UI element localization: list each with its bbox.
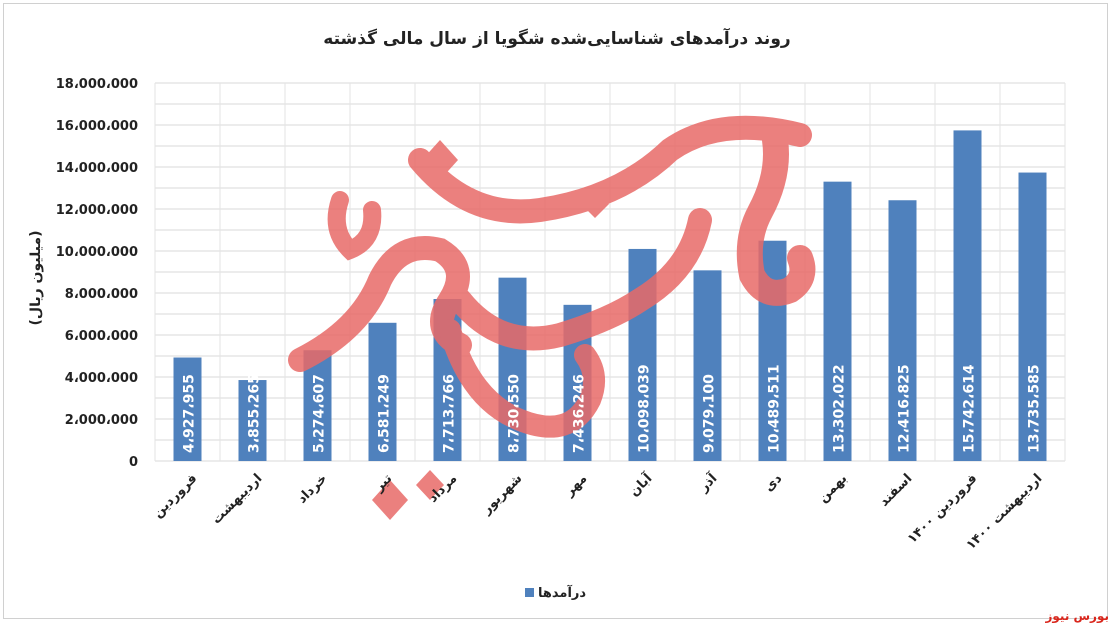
y-tick-label: 4،000،000: [65, 371, 138, 386]
bar: [173, 357, 202, 461]
y-tick-label: 0: [129, 455, 138, 470]
x-tick-labels: فروردین اردیبهشت خرداد تیر مرداد شهریور مهر آبا…: [151, 469, 1046, 553]
data-label: 12،416،825: [897, 364, 913, 453]
data-label: 13،302،022: [832, 364, 848, 453]
watermark-logo: [288, 115, 816, 520]
bar: [823, 181, 852, 461]
x-tick-label: مهر: [562, 471, 591, 500]
grid-lines: [154, 82, 1066, 462]
bar: [888, 200, 917, 461]
data-label: 3،855،265: [247, 374, 263, 453]
bar: [1018, 172, 1047, 461]
x-tick-label: فروردین ۱۴۰۰: [905, 471, 980, 546]
x-tick-label: اردیبهشت: [209, 471, 265, 527]
source-label: بورس نیوز: [1045, 609, 1109, 623]
bar: [238, 380, 267, 461]
y-tick-label: 14،000،000: [56, 161, 138, 176]
data-label: 10،098،039: [637, 364, 653, 453]
legend: درآمدها: [525, 584, 586, 601]
y-axis-label: (میلیون ریال): [28, 231, 44, 326]
data-label: 5،274،607: [312, 374, 328, 453]
data-label: 7،436،246: [572, 374, 588, 453]
x-tick-label: شهریور: [479, 471, 526, 518]
x-tick-label: خرداد: [295, 471, 331, 507]
chart-title: روند درآمدهای شناسایی‌شده شگویا از سال م…: [323, 27, 790, 49]
legend-swatch: [525, 588, 534, 597]
x-tick-label: آبان: [625, 469, 655, 499]
y-tick-label: 2،000،000: [65, 413, 138, 428]
bar: [368, 322, 397, 461]
bar: [693, 270, 722, 461]
data-labels: 4،927،955 3،855،265 5،274،607 6،581،249 7،71…: [182, 364, 1043, 453]
x-tick-label: دی: [762, 471, 786, 495]
data-label: 9،079،100: [702, 374, 718, 453]
x-tick-label: بهمن: [816, 471, 851, 506]
data-label: 6،581،249: [377, 374, 393, 453]
data-label: 4،927،955: [182, 374, 198, 453]
y-tick-label: 18،000،000: [56, 77, 138, 92]
y-tick-labels: 0 2،000،000 4،000،000 6،000،000 8،000،000 10،…: [56, 77, 138, 470]
y-tick-label: 6،000،000: [65, 329, 138, 344]
y-tick-label: 8،000،000: [65, 287, 138, 302]
y-tick-label: 10،000،000: [56, 245, 138, 260]
data-label: 10،489،511: [767, 364, 783, 453]
data-label: 13،735،585: [1027, 364, 1043, 453]
x-tick-label: فروردین: [151, 471, 201, 521]
chart-frame: [3, 3, 1108, 619]
y-tick-label: 12،000،000: [56, 203, 138, 218]
bar: [953, 130, 982, 462]
data-label: 7،713،766: [442, 374, 458, 453]
data-label: 8،730،550: [507, 374, 523, 453]
legend-label: درآمدها: [538, 584, 586, 601]
x-tick-label: اسفند: [877, 471, 915, 509]
x-tick-label: آذر: [694, 469, 720, 495]
y-tick-label: 16،000،000: [56, 119, 138, 134]
data-label: 15،742،614: [962, 364, 978, 453]
